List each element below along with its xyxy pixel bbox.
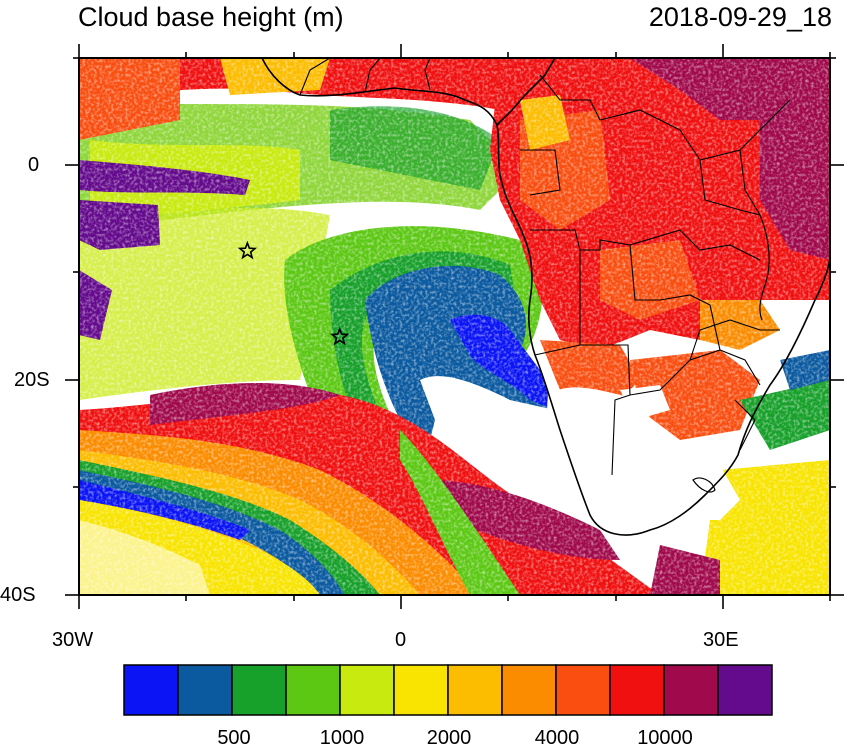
colorbar-swatch-2 <box>231 664 287 716</box>
colorbar-swatch-7 <box>501 664 557 716</box>
lat-label-20s: 20S <box>14 369 50 391</box>
colorbar-swatch-4 <box>339 664 395 716</box>
colorbar-label-500: 500 <box>217 727 251 749</box>
colorbar-label-4000: 4000 <box>534 727 580 749</box>
lat-label-0: 0 <box>28 154 40 176</box>
colorbar-swatch-9 <box>609 664 665 716</box>
map-frame <box>78 57 831 596</box>
colorbar-swatch-8 <box>555 664 611 716</box>
star-marker-1 <box>237 240 258 260</box>
colorbar-swatch-6 <box>447 664 503 716</box>
datetime-label: 2018-09-29_18 <box>648 2 832 32</box>
star-marker-2 <box>329 326 350 346</box>
lat-label-40s: 40S <box>0 584 36 606</box>
station-markers <box>237 240 350 346</box>
colorbar-swatch-11 <box>717 664 773 716</box>
colorbar-swatch-1 <box>177 664 233 716</box>
coastlines <box>261 58 830 536</box>
cloud-field <box>79 58 830 595</box>
lon-label-30e: 30E <box>703 629 739 651</box>
map-title: Cloud base height (m) <box>78 2 344 32</box>
axis-ticks <box>65 44 844 609</box>
colorbar-swatch-3 <box>285 664 341 716</box>
lon-label-0: 0 <box>395 629 407 651</box>
country-borders <box>299 58 791 476</box>
lon-label-30w: 30W <box>52 629 94 651</box>
colorbar-swatch-10 <box>663 664 719 716</box>
colorbar-swatch-5 <box>393 664 449 716</box>
colorbar-label-2000: 2000 <box>426 727 472 749</box>
colorbar-label-10000: 10000 <box>637 727 693 749</box>
colorbar <box>123 664 773 716</box>
colorbar-swatch-0 <box>123 664 179 716</box>
colorbar-label-1000: 1000 <box>319 727 365 749</box>
